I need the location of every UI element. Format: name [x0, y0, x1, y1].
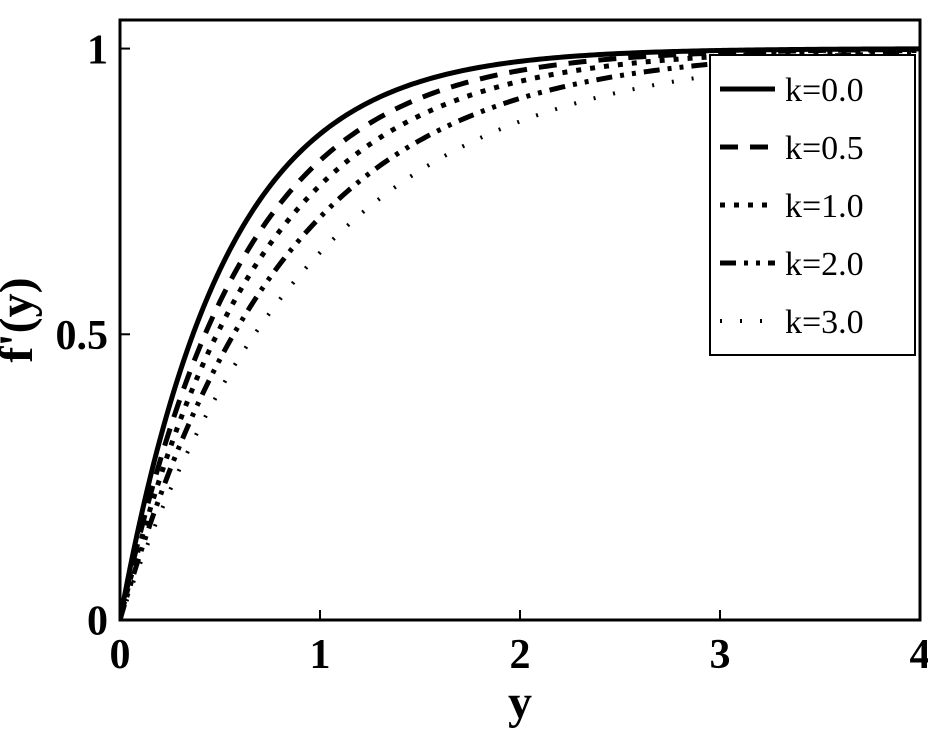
- legend-label: k=3.0: [785, 304, 864, 341]
- legend-label: k=2.0: [785, 246, 864, 283]
- y-tick-label: 1: [87, 27, 108, 73]
- legend-label: k=0.5: [785, 130, 864, 167]
- y-tick-label: 0.5: [56, 313, 109, 359]
- y-tick-label: 0: [87, 599, 108, 645]
- chart-container: 0 1 2 3 4 0 0.5 1 y f'(y) k=0.0 k=0.5 k=1.0 k=2.0 k=3.…: [0, 0, 928, 736]
- line-chart: 0 1 2 3 4 0 0.5 1 y f'(y) k=0.0 k=0.5 k=1.0 k=2.0 k=3.…: [0, 0, 928, 736]
- legend-label: k=1.0: [785, 188, 864, 225]
- y-axis-title: f'(y): [0, 277, 43, 362]
- x-tick-label: 2: [510, 632, 531, 678]
- legend: k=0.0 k=0.5 k=1.0 k=2.0 k=3.0: [710, 55, 915, 355]
- x-tick-label: 3: [710, 632, 731, 678]
- x-axis-title: y: [508, 676, 532, 729]
- x-tick-label: 0: [110, 632, 131, 678]
- x-tick-label: 4: [910, 632, 928, 678]
- x-tick-label: 1: [310, 632, 331, 678]
- legend-label: k=0.0: [785, 72, 864, 109]
